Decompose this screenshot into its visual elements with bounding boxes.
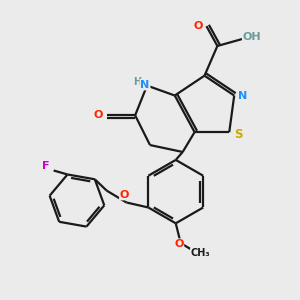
Text: S: S	[234, 128, 242, 141]
Text: F: F	[42, 160, 50, 170]
Text: N: N	[140, 80, 150, 90]
Text: N: N	[238, 91, 247, 100]
Text: OH: OH	[243, 32, 261, 42]
Text: O: O	[174, 239, 183, 249]
Text: O: O	[120, 190, 129, 200]
Text: O: O	[194, 21, 203, 31]
Text: CH₃: CH₃	[191, 248, 210, 258]
Text: H: H	[133, 76, 141, 87]
Text: O: O	[94, 110, 103, 120]
